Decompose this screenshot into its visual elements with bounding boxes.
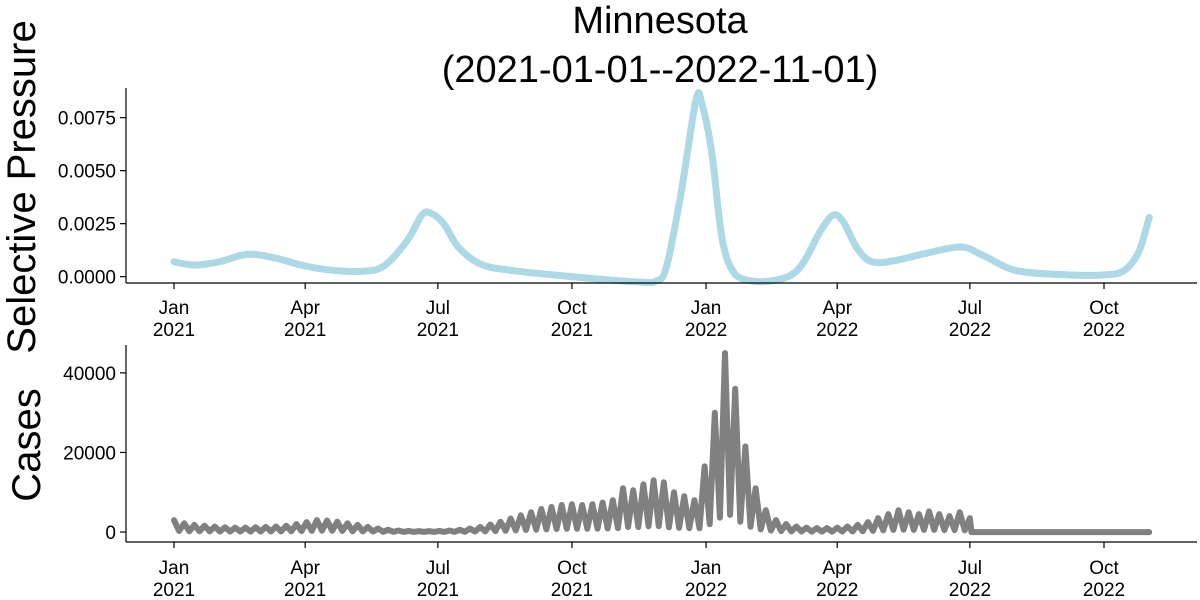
x-tick-label: Apr	[290, 298, 320, 319]
y-tick-label: 0.0000	[58, 268, 116, 289]
title-line-2: (2021-01-01--2022-11-01)	[442, 49, 879, 91]
x-tick-label: Apr	[290, 558, 320, 579]
x-tick-label: Oct	[1089, 558, 1119, 579]
y-tick-label: 0.0025	[58, 215, 116, 236]
selective-pressure-ylabel: Selective Pressure	[0, 20, 44, 353]
x-tick-label: Apr	[822, 298, 852, 319]
x-tick-label: 2022	[685, 320, 727, 341]
title-line-1: Minnesota	[572, 0, 748, 42]
x-tick-label: Jul	[958, 558, 982, 579]
x-tick-label: 2021	[284, 580, 326, 600]
x-tick-label: 2021	[551, 580, 593, 600]
x-tick-label: Jul	[426, 558, 450, 579]
x-tick-label: 2021	[153, 580, 195, 600]
y-tick-label: 0.0050	[58, 162, 116, 183]
cases-line	[171, 350, 1153, 536]
y-tick-label: 20000	[63, 443, 116, 464]
x-tick-label: 2021	[284, 320, 326, 341]
x-tick-label: 2022	[685, 580, 727, 600]
y-tick-label: 0.0075	[58, 109, 116, 130]
x-tick-label: Jan	[691, 558, 722, 579]
x-tick-label: 2021	[417, 320, 459, 341]
y-tick-label: 0	[105, 523, 116, 544]
figure-title: Minnesota (2021-01-01--2022-11-01)	[442, 0, 879, 91]
x-tick-label: Jul	[958, 298, 982, 319]
selective-pressure-panel: Selective Pressure 0.0000 0.0025 0.0050 0.0…	[0, 20, 1197, 354]
x-tick-label: 2022	[949, 320, 991, 341]
x-tick-label: Jan	[159, 298, 190, 319]
x-tick-label: 2022	[1083, 580, 1125, 600]
cases-panel: Cases 02000040000Jan2021Apr2021Jul2021Oc…	[5, 345, 1197, 600]
x-tick-label: 2022	[816, 580, 858, 600]
x-tick-label: 2022	[816, 320, 858, 341]
x-tick-label: Oct	[557, 298, 587, 319]
x-tick-label: Jan	[691, 298, 722, 319]
x-tick-label: 2021	[153, 320, 195, 341]
x-tick-label: 2022	[949, 580, 991, 600]
x-tick-label: 2021	[551, 320, 593, 341]
x-tick-label: 2022	[1083, 320, 1125, 341]
x-tick-label: Apr	[822, 558, 852, 579]
x-tick-label: Jul	[426, 298, 450, 319]
cases-ylabel: Cases	[5, 388, 49, 501]
x-tick-label: Jan	[159, 558, 190, 579]
x-tick-label: Oct	[557, 558, 587, 579]
selective-pressure-line	[170, 89, 1153, 287]
x-tick-label: 2021	[417, 580, 459, 600]
x-tick-label: Oct	[1089, 298, 1119, 319]
y-tick-label: 40000	[63, 364, 116, 385]
